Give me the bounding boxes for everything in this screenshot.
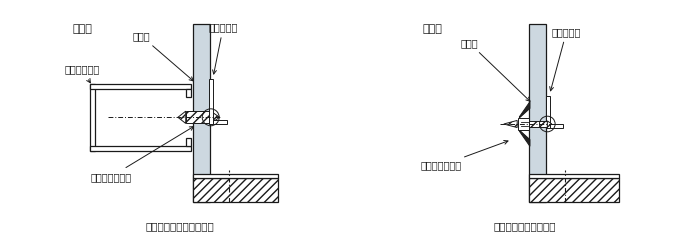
Text: 壁固定金具: 壁固定金具 [209,22,238,74]
Bar [193,24,209,202]
Text: ボード: ボード [461,38,530,101]
Bar [213,120,228,124]
Text: 下地軽量鉄骨: 下地軽量鉄骨 [64,65,100,83]
Bar [550,124,563,128]
Bar [518,118,529,130]
Bar [529,121,547,127]
Text: ボードアンカー: ボードアンカー [420,140,508,171]
Bar [186,111,211,124]
Text: ボードへの直接固定例: ボードへの直接固定例 [494,221,556,231]
Bar [90,84,190,89]
Polygon shape [519,130,530,146]
Bar [529,178,619,202]
Polygon shape [178,111,186,124]
Bar [90,84,95,151]
Bar [546,96,550,128]
Bar [186,138,190,146]
Polygon shape [547,121,552,127]
Text: タッピングビス: タッピングビス [90,126,194,182]
Bar [90,146,190,151]
Polygon shape [519,102,530,118]
Bar [193,174,278,178]
Text: 下地軽量鉄骨への固定例: 下地軽量鉄骨への固定例 [145,221,214,231]
Text: ボード: ボード [133,31,193,81]
Text: 壁固定金具: 壁固定金具 [550,27,581,91]
Bar [209,79,213,124]
Bar [186,89,190,96]
Text: （＊）: （＊） [422,24,442,33]
Bar [529,174,619,178]
Bar [529,24,546,202]
Polygon shape [504,121,517,127]
Text: （＊）: （＊） [72,24,92,33]
Polygon shape [211,111,220,124]
Bar [193,178,278,202]
